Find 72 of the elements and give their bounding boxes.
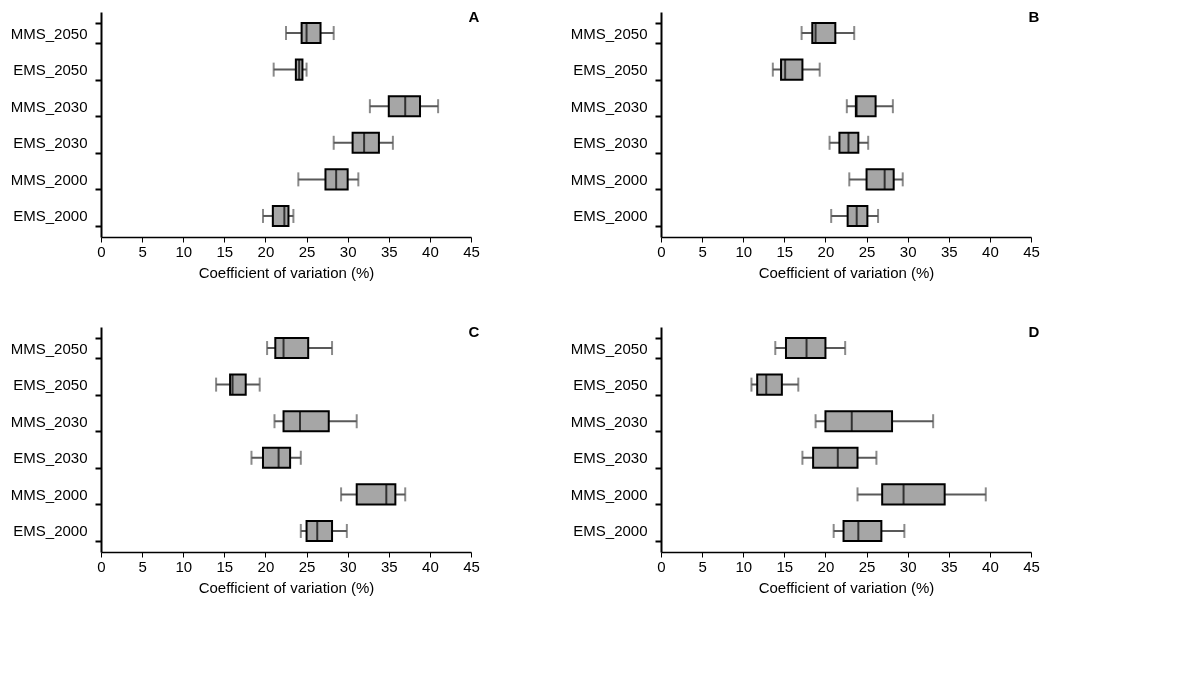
x-tick-label: 25 — [858, 242, 876, 260]
x-tick-label: 40 — [982, 557, 999, 575]
y-tick-label: EMS_2050 — [13, 376, 88, 394]
chart-title: D — [1028, 323, 1040, 340]
y-tick-label: EMS_2000 — [13, 207, 88, 225]
x-tick-label: 20 — [817, 557, 835, 575]
chart-title: B — [1028, 8, 1040, 25]
x-tick-label: 25 — [298, 242, 316, 260]
x-tick-label: 15 — [776, 557, 794, 575]
y-tick-label: MMS_2050 — [570, 24, 648, 42]
x-tick-label: 0 — [97, 557, 106, 575]
x-tick-label: 35 — [380, 557, 398, 575]
x-axis-title: Coefficient of variation (%) — [758, 263, 935, 281]
x-tick-label: 30 — [899, 557, 917, 575]
x-tick-label: 10 — [175, 242, 193, 260]
x-tick-label: 10 — [175, 557, 193, 575]
y-tick-label: EMS_2050 — [13, 61, 88, 79]
x-tick-label: 45 — [1023, 557, 1040, 575]
x-axis-title: Coefficient of variation (%) — [198, 263, 375, 281]
y-tick-label: MMS_2030 — [10, 97, 88, 115]
y-tick-label: MMS_2030 — [10, 412, 88, 430]
x-tick-label: 35 — [940, 557, 958, 575]
x-tick-label: 0 — [657, 557, 666, 575]
x-tick-label: 20 — [257, 242, 275, 260]
x-tick-label: 0 — [97, 242, 106, 260]
x-tick-label: 20 — [817, 242, 835, 260]
y-tick-label: MMS_2050 — [570, 339, 648, 357]
x-tick-label: 35 — [380, 242, 398, 260]
x-tick-label: 45 — [463, 557, 480, 575]
x-tick-label: 15 — [776, 242, 794, 260]
x-tick-label: 10 — [735, 242, 753, 260]
y-tick-label: EMS_2030 — [13, 449, 88, 467]
y-tick-label: MMS_2050 — [10, 24, 88, 42]
y-tick-label: EMS_2000 — [573, 522, 648, 540]
x-tick-label: 25 — [858, 557, 876, 575]
x-tick-label: 35 — [940, 242, 958, 260]
y-tick-label: EMS_2030 — [13, 134, 88, 152]
y-tick-label: EMS_2030 — [573, 134, 648, 152]
y-tick-label: EMS_2030 — [573, 449, 648, 467]
y-tick-label: MMS_2000 — [10, 485, 88, 503]
x-tick-label: 5 — [698, 557, 707, 575]
y-tick-label: MMS_2000 — [570, 485, 648, 503]
x-tick-label: 15 — [216, 557, 234, 575]
x-tick-label: 25 — [298, 557, 316, 575]
y-tick-label: EMS_2000 — [573, 207, 648, 225]
x-tick-label: 40 — [422, 242, 439, 260]
y-tick-label: MMS_2030 — [570, 97, 648, 115]
x-tick-label: 20 — [257, 557, 275, 575]
x-tick-label: 5 — [138, 242, 147, 260]
y-tick-label: MMS_2000 — [10, 170, 88, 188]
x-tick-label: 5 — [138, 557, 147, 575]
chart-title: A — [468, 8, 480, 25]
x-tick-label: 45 — [1023, 242, 1040, 260]
x-tick-label: 30 — [339, 242, 357, 260]
y-tick-label: MMS_2000 — [570, 170, 648, 188]
x-axis-title: Coefficient of variation (%) — [758, 578, 935, 596]
x-axis-title: Coefficient of variation (%) — [198, 578, 375, 596]
y-tick-label: MMS_2050 — [10, 339, 88, 357]
x-tick-label: 30 — [899, 242, 917, 260]
x-tick-label: 0 — [657, 242, 666, 260]
y-tick-label: MMS_2030 — [570, 412, 648, 430]
x-tick-label: 30 — [339, 557, 357, 575]
x-tick-label: 15 — [216, 242, 234, 260]
x-tick-label: 40 — [422, 557, 439, 575]
x-tick-label: 40 — [982, 242, 999, 260]
chart-title: C — [468, 323, 480, 340]
y-tick-label: EMS_2050 — [573, 61, 648, 79]
y-tick-label: EMS_2000 — [13, 522, 88, 540]
y-tick-label: EMS_2050 — [573, 376, 648, 394]
x-tick-label: 5 — [698, 242, 707, 260]
x-tick-label: 10 — [735, 557, 753, 575]
x-tick-label: 45 — [463, 242, 480, 260]
